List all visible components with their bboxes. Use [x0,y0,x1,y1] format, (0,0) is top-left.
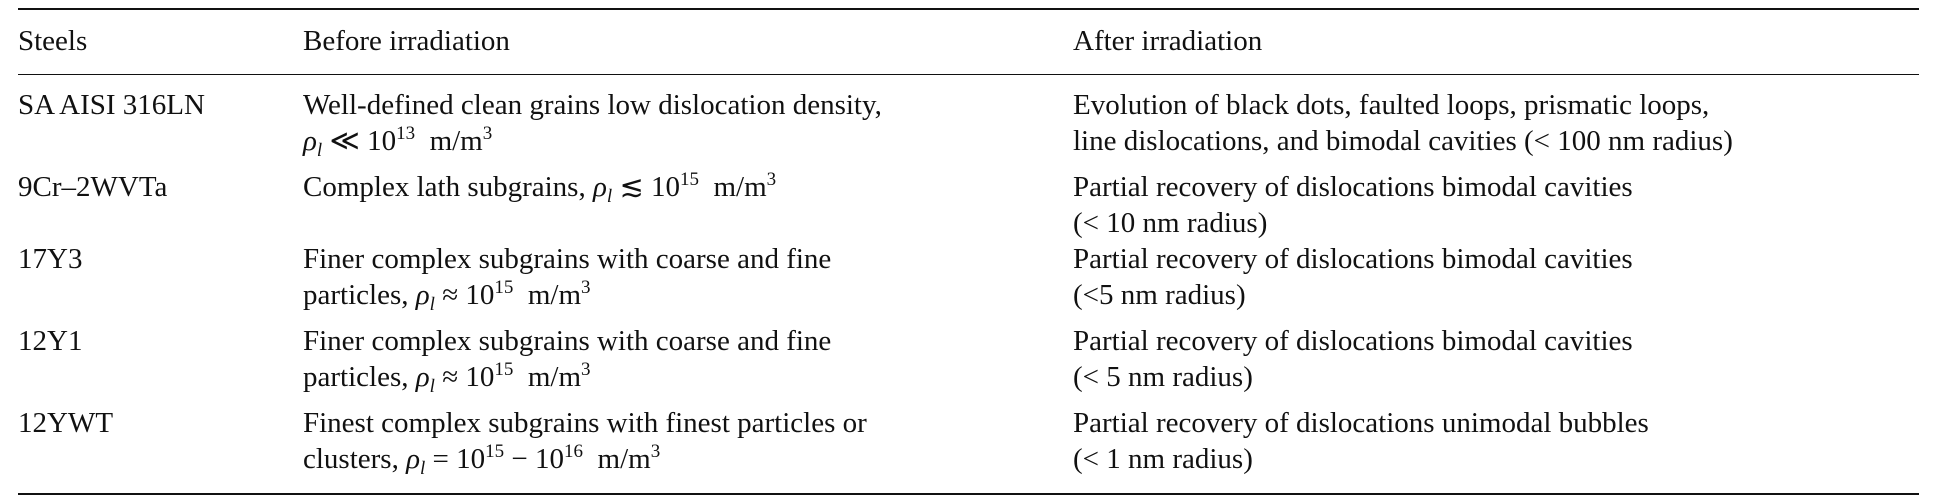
table-row: 12Y1 Finer complex subgrains with coarse… [18,323,1919,405]
steel-cell: 9Cr–2WVTa [18,171,168,203]
density-formula: particles, ρl ≈ 1015 m/m3 [303,359,591,397]
after-line: line dislocations, and bimodal cavities … [1073,125,1733,157]
table-header: Steels Before irradiation After irradiat… [18,8,1919,75]
steel-cell: SA AISI 316LN [18,89,205,121]
after-cell: Partial recovery of dislocations unimoda… [1073,405,1919,494]
irradiation-table: Steels Before irradiation After irradiat… [18,8,1919,495]
after-line: Partial recovery of dislocations bimodal… [1073,325,1633,357]
before-cell: Well-defined clean grains low dislocatio… [303,75,1073,170]
before-text: Finer complex subgrains with coarse and … [303,243,832,275]
table-row: 9Cr–2WVTa Complex lath subgrains, ρl ≲ 1… [18,169,1919,241]
header-steels: Steels [18,8,303,75]
steel-cell: 12YWT [18,407,114,439]
table-row: SA AISI 316LN Well-defined clean grains … [18,75,1919,170]
after-cell: Partial recovery of dislocations bimodal… [1073,169,1919,241]
density-formula: clusters, ρl = 1015 − 1016 m/m3 [303,441,661,479]
before-text: Finest complex subgrains with finest par… [303,407,867,439]
density-formula: ρl ≪ 1013 m/m3 [303,123,493,161]
table-body: SA AISI 316LN Well-defined clean grains … [18,75,1919,494]
after-line: Partial recovery of dislocations unimoda… [1073,407,1649,439]
steel-cell: 17Y3 [18,243,83,275]
table-row: 12YWT Finest complex subgrains with fine… [18,405,1919,494]
after-cell: Evolution of black dots, faulted loops, … [1073,75,1919,170]
after-line: (<5 nm radius) [1073,279,1246,311]
table-row: 17Y3 Finer complex subgrains with coarse… [18,241,1919,323]
density-formula: Complex lath subgrains, ρl ≲ 1015 m/m3 [303,169,777,207]
after-line: Evolution of black dots, faulted loops, … [1073,89,1710,121]
density-formula: particles, ρl ≈ 1015 m/m3 [303,277,591,315]
after-cell: Partial recovery of dislocations bimodal… [1073,241,1919,323]
before-cell: Finer complex subgrains with coarse and … [303,241,1073,323]
after-line: (< 1 nm radius) [1073,443,1253,475]
before-text: Well-defined clean grains low dislocatio… [303,89,882,121]
after-line: Partial recovery of dislocations bimodal… [1073,171,1633,203]
data-table-container: Steels Before irradiation After irradiat… [18,8,1919,495]
after-line: (< 5 nm radius) [1073,361,1253,393]
before-cell: Finer complex subgrains with coarse and … [303,323,1073,405]
before-cell: Complex lath subgrains, ρl ≲ 1015 m/m3 [303,169,1073,241]
after-cell: Partial recovery of dislocations bimodal… [1073,323,1919,405]
after-line: (< 10 nm radius) [1073,207,1268,239]
header-after-irradiation: After irradiation [1073,8,1919,75]
header-row: Steels Before irradiation After irradiat… [18,8,1919,75]
steel-cell: 12Y1 [18,325,83,357]
header-before-irradiation: Before irradiation [303,8,1073,75]
after-line: Partial recovery of dislocations bimodal… [1073,243,1633,275]
before-text: Finer complex subgrains with coarse and … [303,325,832,357]
before-cell: Finest complex subgrains with finest par… [303,405,1073,494]
